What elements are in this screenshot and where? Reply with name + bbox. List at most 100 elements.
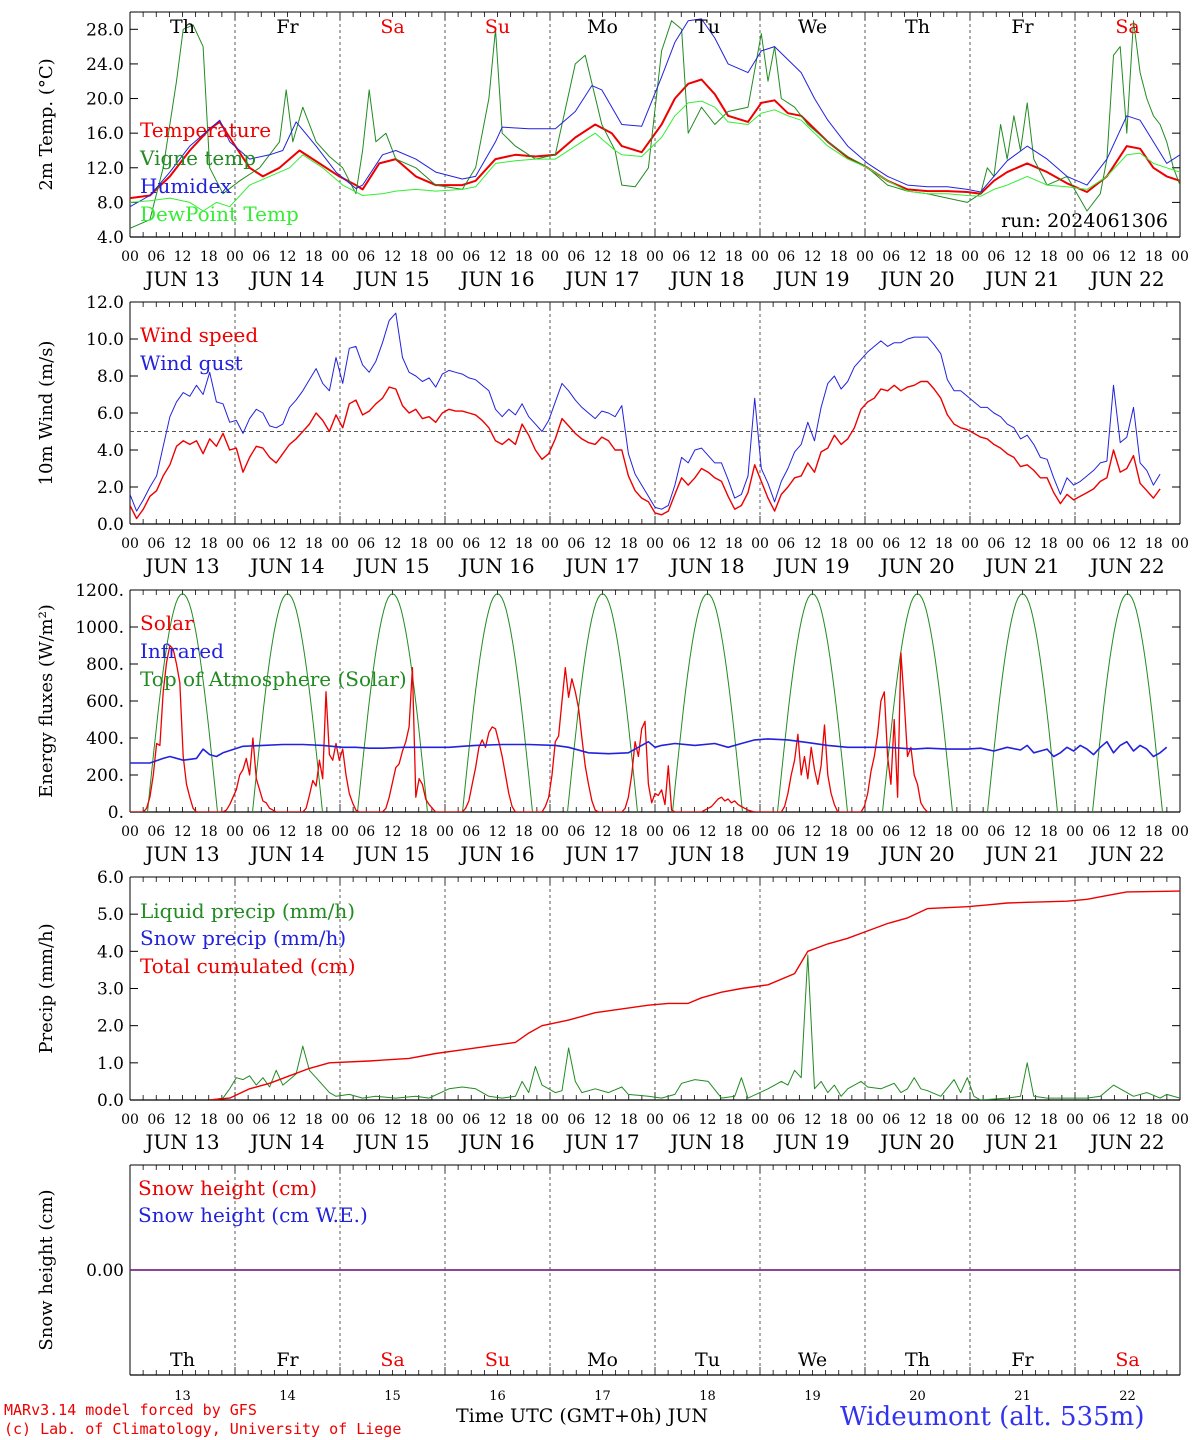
- hour-label: 12: [489, 249, 507, 265]
- hour-label: 06: [777, 1112, 795, 1128]
- panel-4: 0.0 1.0 2.0 3.0 4.0 5.0 6.0 Precip (mm/h) Liquid…: [36, 868, 1189, 1154]
- weekday-label: Tu: [695, 1349, 720, 1371]
- legend-entry: Snow height (cm): [138, 1176, 317, 1200]
- hour-label: 06: [1092, 1112, 1110, 1128]
- hour-label: 18: [725, 1112, 743, 1128]
- hour-label: 00: [436, 824, 454, 840]
- date-label: JUN 15: [353, 554, 429, 578]
- plot-area: [130, 593, 1168, 812]
- hour-label: 06: [1092, 249, 1110, 265]
- hour-label: 00: [961, 536, 979, 552]
- hour-label: 00: [961, 824, 979, 840]
- series-humidex: [130, 18, 1180, 208]
- hour-label: 00: [1171, 249, 1189, 265]
- hour-label: 00: [331, 1112, 349, 1128]
- hour-label: 12: [489, 824, 507, 840]
- hour-label: 00: [646, 824, 664, 840]
- hour-label: 00: [541, 249, 559, 265]
- hour-label: 12: [489, 1112, 507, 1128]
- hour-label: 06: [462, 536, 480, 552]
- hour-label: 06: [252, 536, 270, 552]
- hour-label: 18: [725, 824, 743, 840]
- date-label: JUN 21: [983, 1130, 1059, 1154]
- hour-label: 06: [882, 1112, 900, 1128]
- hour-label: 00: [331, 249, 349, 265]
- date-label: JUN 15: [353, 842, 429, 866]
- weekday-label: Mo: [587, 1349, 618, 1371]
- hour-label: 12: [489, 536, 507, 552]
- weekday-label: Th: [905, 16, 930, 38]
- weekday-label: Su: [485, 16, 510, 38]
- hour-label: 06: [777, 536, 795, 552]
- day-number-label: 20: [909, 1389, 926, 1404]
- hour-label: 18: [515, 824, 533, 840]
- y-tick-label: 6.0: [97, 868, 124, 888]
- hour-label: 18: [620, 536, 638, 552]
- hour-label: 12: [594, 249, 612, 265]
- date-label: JUN 17: [563, 267, 639, 291]
- date-label: JUN 22: [1088, 842, 1164, 866]
- day-number-label: 17: [594, 1389, 611, 1404]
- weekday-label: Fr: [276, 1349, 299, 1371]
- hour-label: 00: [436, 536, 454, 552]
- y-tick-label: 12.0: [86, 159, 124, 179]
- hour-label: 12: [909, 1112, 927, 1128]
- hour-label: 12: [909, 824, 927, 840]
- x-axis-label: Time UTC (GMT+0h) JUN: [456, 1405, 708, 1427]
- hour-label: 00: [331, 536, 349, 552]
- date-label: JUN 14: [248, 842, 324, 866]
- day-number-label: 22: [1119, 1389, 1136, 1404]
- hour-label: 06: [147, 536, 165, 552]
- y-axis-title: Precip (mm/h): [36, 923, 57, 1053]
- series-total-cumulated-cm: [209, 890, 1180, 1100]
- hour-label: 06: [567, 824, 585, 840]
- weekday-label: Sa: [1115, 1349, 1139, 1371]
- hour-label: 00: [1066, 536, 1084, 552]
- y-tick-label: 0.00: [86, 1261, 124, 1281]
- legend-entry: Temperature: [140, 118, 271, 142]
- hour-label: 12: [384, 1112, 402, 1128]
- weekday-label: We: [798, 16, 827, 38]
- hour-label: 12: [1119, 1112, 1137, 1128]
- hour-label: 12: [384, 249, 402, 265]
- legend-entry: Vigne temp: [139, 146, 256, 170]
- date-label: JUN 16: [458, 842, 534, 866]
- hour-label: 00: [856, 1112, 874, 1128]
- hour-label: 18: [935, 824, 953, 840]
- y-tick-label: 1200.: [75, 581, 124, 601]
- hour-label: 00: [646, 249, 664, 265]
- date-label: JUN 14: [248, 554, 324, 578]
- hour-label: 00: [856, 249, 874, 265]
- hour-label: 00: [1171, 536, 1189, 552]
- hour-label: 00: [646, 1112, 664, 1128]
- hour-label: 06: [882, 536, 900, 552]
- hour-label: 06: [987, 536, 1005, 552]
- day-number-label: 14: [279, 1389, 296, 1404]
- hour-label: 00: [121, 1112, 139, 1128]
- hour-label: 18: [830, 249, 848, 265]
- weekday-label: Sa: [1115, 16, 1139, 38]
- hour-label: 06: [882, 249, 900, 265]
- hour-label: 00: [541, 536, 559, 552]
- y-tick-label: 16.0: [86, 124, 124, 144]
- hour-label: 18: [1145, 536, 1163, 552]
- date-label: JUN 22: [1088, 1130, 1164, 1154]
- hour-label: 18: [935, 249, 953, 265]
- hour-label: 12: [279, 249, 297, 265]
- hour-label: 12: [594, 536, 612, 552]
- hour-label: 18: [620, 824, 638, 840]
- y-tick-label: 600.: [86, 692, 124, 712]
- hour-label: 06: [987, 249, 1005, 265]
- legend-entry: Liquid precip (mm/h): [140, 899, 355, 923]
- hour-label: 12: [174, 249, 192, 265]
- hour-label: 00: [226, 1112, 244, 1128]
- weekday-label: Sa: [380, 1349, 404, 1371]
- hour-label: 18: [200, 1112, 218, 1128]
- hour-label: 12: [804, 824, 822, 840]
- weekday-label: Th: [905, 1349, 930, 1371]
- hour-label: 12: [594, 824, 612, 840]
- hour-label: 12: [174, 1112, 192, 1128]
- hour-label: 12: [1119, 249, 1137, 265]
- hour-label: 06: [672, 536, 690, 552]
- hour-label: 00: [541, 824, 559, 840]
